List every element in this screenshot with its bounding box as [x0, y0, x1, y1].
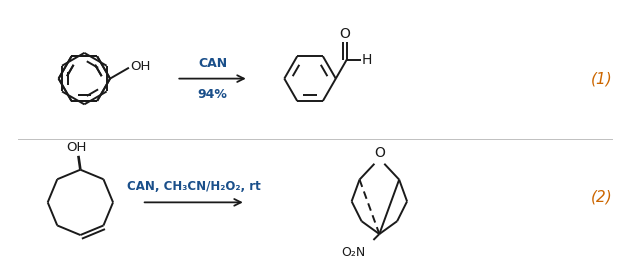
Text: 94%: 94%: [198, 88, 227, 101]
Text: (2): (2): [591, 190, 613, 205]
Text: CAN, CH₃CN/H₂O₂, rt: CAN, CH₃CN/H₂O₂, rt: [127, 180, 261, 193]
Text: O: O: [374, 146, 385, 160]
Text: CAN: CAN: [198, 57, 227, 70]
Text: OH: OH: [66, 141, 86, 154]
Text: O: O: [340, 27, 350, 41]
Text: O₂N: O₂N: [341, 246, 365, 259]
Text: OH: OH: [130, 60, 151, 73]
Text: (1): (1): [591, 71, 613, 86]
Text: H: H: [362, 53, 372, 67]
